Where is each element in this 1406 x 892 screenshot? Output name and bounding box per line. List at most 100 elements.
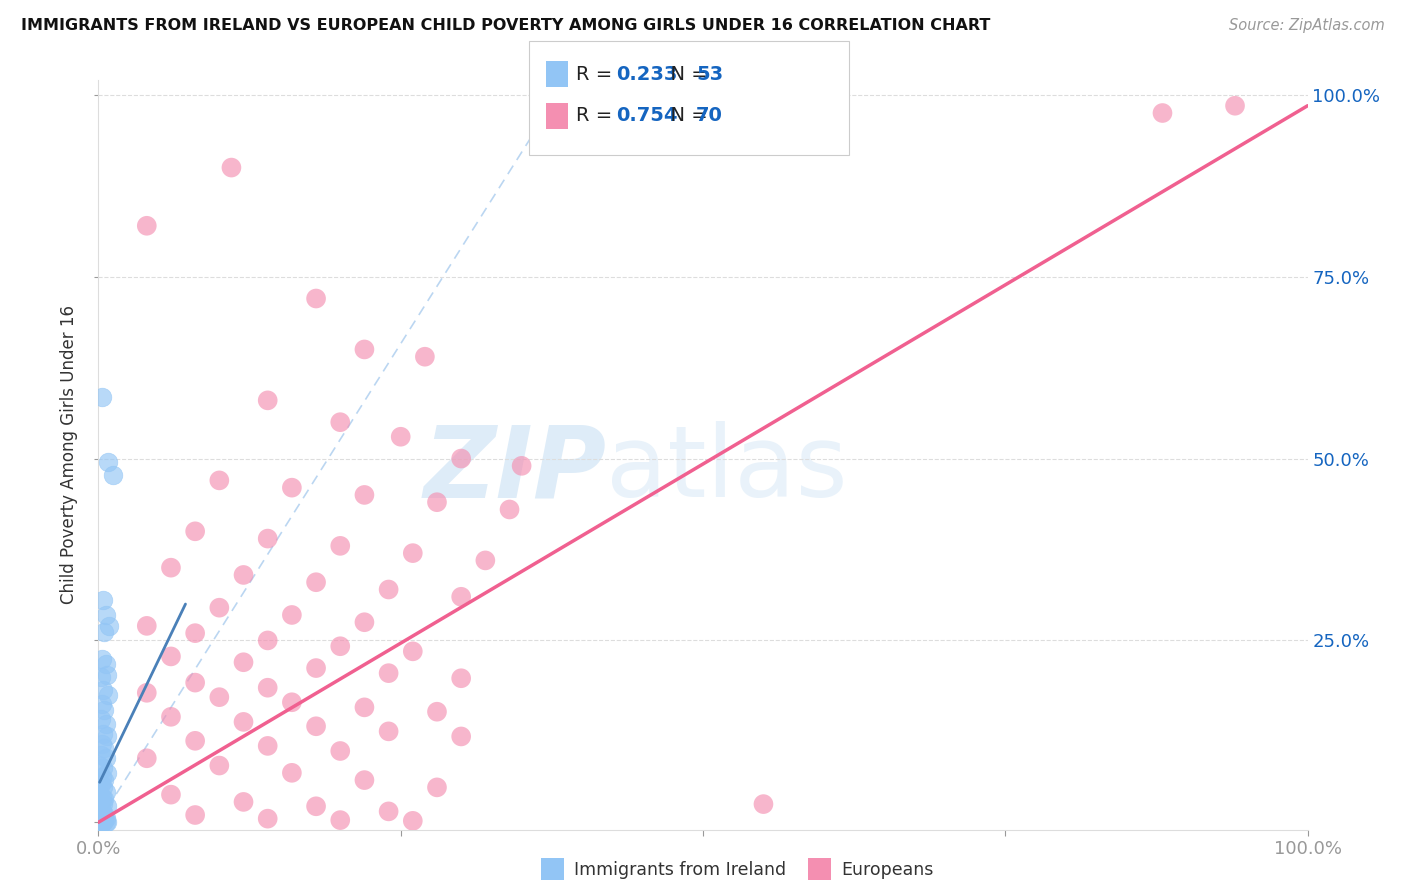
Point: [93, 702, 115, 716]
Point: [402, 546, 425, 560]
Point: [96, 765, 118, 780]
Point: [498, 502, 520, 516]
Point: [510, 458, 533, 473]
Point: [135, 219, 157, 233]
Point: [232, 568, 254, 582]
Point: [90, 814, 112, 829]
Point: [389, 430, 412, 444]
Text: Source: ZipAtlas.com: Source: ZipAtlas.com: [1229, 18, 1385, 33]
Point: [90, 777, 112, 791]
Point: [353, 488, 375, 502]
Text: N =: N =: [658, 64, 714, 84]
Point: [93, 741, 115, 756]
Point: [135, 686, 157, 700]
Point: [377, 666, 399, 681]
Point: [160, 649, 183, 664]
Point: [329, 639, 352, 653]
Point: [208, 474, 231, 488]
Point: [305, 799, 328, 814]
Point: [450, 730, 472, 744]
Point: [93, 814, 115, 828]
Point: [94, 607, 117, 622]
Text: IMMIGRANTS FROM IRELAND VS EUROPEAN CHILD POVERTY AMONG GIRLS UNDER 16 CORRELATI: IMMIGRANTS FROM IRELAND VS EUROPEAN CHIL…: [21, 18, 990, 33]
Point: [221, 161, 243, 175]
Point: [329, 415, 352, 429]
Point: [426, 495, 449, 509]
Point: [329, 744, 352, 758]
Point: [1152, 106, 1174, 120]
Point: [184, 734, 207, 748]
Point: [377, 582, 399, 597]
Point: [281, 765, 304, 780]
Point: [450, 451, 472, 466]
Point: [94, 657, 117, 671]
Point: [1223, 99, 1246, 113]
Point: [232, 795, 254, 809]
Point: [256, 532, 278, 546]
Point: [329, 813, 352, 827]
Point: [256, 681, 278, 695]
Point: [184, 626, 207, 640]
Text: ZIP: ZIP: [423, 421, 606, 518]
Text: R =: R =: [576, 106, 619, 126]
Point: [101, 467, 124, 482]
Text: 70: 70: [696, 106, 723, 126]
Point: [93, 624, 115, 639]
Point: [94, 751, 117, 765]
Point: [329, 539, 352, 553]
Point: [94, 815, 117, 830]
Point: [90, 712, 112, 726]
Point: [91, 815, 114, 830]
Point: [89, 815, 111, 830]
Point: [232, 655, 254, 669]
Point: [96, 799, 118, 814]
Point: [256, 393, 278, 408]
Point: [94, 785, 117, 799]
Point: [353, 773, 375, 788]
Point: [450, 590, 472, 604]
Point: [89, 813, 111, 827]
Point: [89, 788, 111, 802]
Point: [98, 619, 121, 633]
Point: [256, 739, 278, 753]
Point: [135, 619, 157, 633]
Point: [90, 808, 112, 822]
Text: R =: R =: [576, 64, 619, 84]
Point: [91, 813, 114, 827]
Point: [160, 788, 183, 802]
Point: [96, 667, 118, 681]
Point: [208, 690, 231, 705]
Point: [353, 343, 375, 357]
Point: [91, 726, 114, 740]
Point: [91, 770, 114, 784]
Point: [426, 780, 449, 795]
Y-axis label: Child Poverty Among Girls Under 16: Child Poverty Among Girls Under 16: [60, 305, 79, 605]
Point: [91, 789, 114, 804]
Point: [96, 814, 118, 829]
Point: [426, 705, 449, 719]
Point: [91, 780, 114, 795]
Point: [94, 811, 117, 825]
Point: [91, 593, 114, 607]
Point: [377, 724, 399, 739]
Point: [184, 808, 207, 822]
Point: [94, 717, 117, 731]
Point: [184, 524, 207, 539]
Point: [90, 795, 112, 809]
Point: [90, 670, 112, 684]
Point: [91, 797, 114, 811]
Point: [89, 802, 111, 816]
Point: [90, 748, 112, 763]
Point: [160, 710, 183, 724]
Point: [97, 688, 120, 702]
Point: [232, 714, 254, 729]
Point: [91, 805, 114, 819]
Point: [208, 758, 231, 772]
Text: N =: N =: [658, 106, 714, 126]
Point: [305, 575, 328, 590]
Point: [91, 815, 114, 830]
Point: [305, 292, 328, 306]
Point: [402, 644, 425, 658]
Point: [96, 730, 118, 744]
Point: [184, 675, 207, 690]
